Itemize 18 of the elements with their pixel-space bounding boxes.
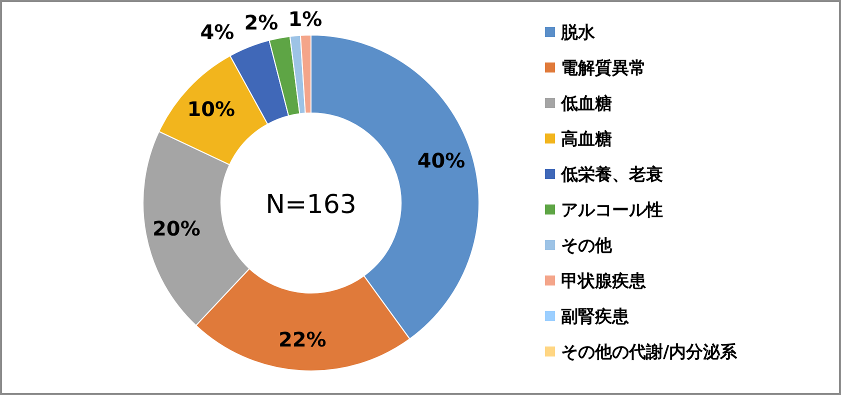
- legend-label: 高血糖: [561, 130, 612, 150]
- legend-label: 低栄養、老衰: [560, 165, 663, 185]
- data-label: 1%: [288, 7, 322, 32]
- data-label: 2%: [244, 10, 278, 34]
- legend-label: 低血糖: [560, 94, 612, 114]
- legend-label: 甲状腺疾患: [561, 272, 647, 292]
- legend-label: 脱水: [560, 23, 596, 43]
- legend-label: 電解質異常: [561, 58, 646, 78]
- data-label: 40%: [417, 148, 466, 173]
- data-label: 4%: [200, 20, 234, 44]
- legend-label: その他: [561, 236, 613, 256]
- data-label: 22%: [278, 328, 326, 352]
- legend-label: その他の代謝/内分泌系: [561, 342, 738, 362]
- legend-label: アルコール性: [561, 200, 663, 220]
- data-label: 10%: [187, 97, 236, 122]
- text: N=163: [266, 190, 356, 220]
- data-label: 20%: [152, 216, 200, 241]
- legend-label: 副腎疾患: [561, 307, 630, 327]
